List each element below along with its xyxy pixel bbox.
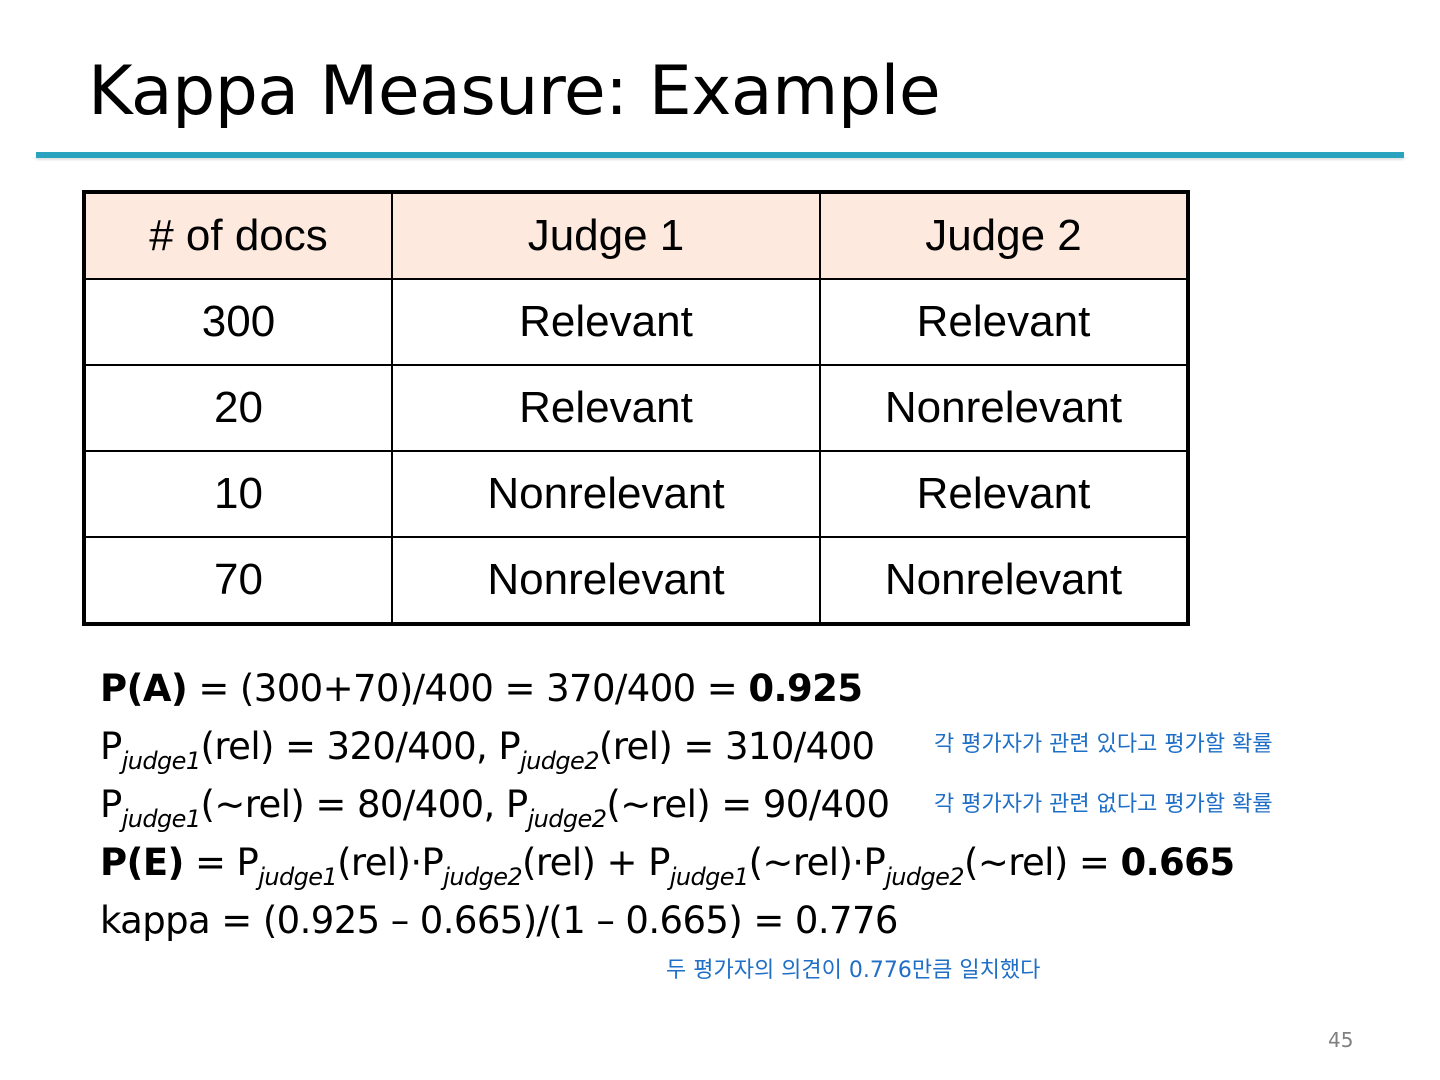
column-header-judge1: Judge 1: [391, 191, 821, 280]
pa-expression: = (300+70)/400 = 370/400 =: [187, 667, 749, 710]
pe-result: 0.665: [1120, 841, 1235, 884]
cell-judge2: Nonrelevant: [819, 536, 1189, 625]
page-number: 45: [1328, 1028, 1354, 1052]
column-header-judge2: Judge 2: [819, 191, 1189, 280]
formula-pe: P(E) = Pjudge1(rel)·Pjudge2(rel) + Pjudg…: [100, 834, 1235, 892]
annotation-agreement: 두 평가자의 의견이 0.776만큼 일치했다: [666, 958, 1041, 983]
judge2-subscript: judge2: [443, 863, 523, 891]
cell-doc-count: 300: [83, 278, 393, 366]
judge1-subscript: judge1: [121, 747, 201, 775]
table-row: 20 Relevant Nonrelevant: [83, 364, 1189, 452]
cell-judge2: Relevant: [819, 278, 1189, 366]
table-row: 10 Nonrelevant Relevant: [83, 450, 1189, 538]
p-symbol: P: [498, 725, 521, 768]
pe-term: (~rel)·P: [748, 841, 886, 884]
cell-judge1: Relevant: [391, 278, 821, 366]
cell-judge1: Nonrelevant: [391, 536, 821, 625]
p-symbol: P: [100, 725, 122, 768]
annotation-nonrelevant-probability: 각 평가자가 관련 없다고 평가할 확률: [934, 792, 1273, 817]
title-underline: [36, 152, 1404, 158]
pe-label: P(E): [100, 841, 184, 884]
p-rel-judge1-value: (rel) = 320/400,: [200, 725, 499, 768]
pe-term: (~rel) =: [963, 841, 1121, 884]
p-symbol: P: [505, 783, 528, 826]
column-header-docs: # of docs: [83, 191, 393, 280]
pe-term: (rel)·P: [337, 841, 444, 884]
formula-p-rel: Pjudge1(rel) = 320/400, Pjudge2(rel) = 3…: [100, 718, 1234, 776]
judge2-subscript: judge2: [520, 747, 599, 775]
table-row: 70 Nonrelevant Nonrelevant: [83, 536, 1189, 625]
slide-title: Kappa Measure: Example: [88, 52, 941, 131]
judgment-table: # of docs Judge 1 Judge 2 300 Relevant R…: [82, 190, 1190, 626]
pe-term: = P: [183, 841, 259, 884]
judge2-subscript: judge2: [527, 805, 607, 833]
p-notrel-judge2-value: (~rel) = 90/400: [606, 783, 890, 826]
judge2-subscript: judge2: [885, 863, 964, 891]
annotation-relevant-probability: 각 평가자가 관련 있다고 평가할 확률: [934, 732, 1273, 757]
p-notrel-judge1-value: (~rel) = 80/400,: [200, 783, 506, 826]
judge1-subscript: judge1: [258, 863, 338, 891]
formula-block: P(A) = (300+70)/400 = 370/400 = 0.925 Pj…: [100, 660, 1235, 950]
cell-judge1: Nonrelevant: [391, 450, 821, 538]
cell-judge2: Nonrelevant: [819, 364, 1189, 452]
pa-result: 0.925: [748, 667, 863, 710]
formula-pa: P(A) = (300+70)/400 = 370/400 = 0.925: [100, 660, 1234, 718]
pe-term: (rel) + P: [522, 841, 670, 884]
p-symbol: P: [100, 783, 122, 826]
formula-kappa: kappa = (0.925 – 0.665)/(1 – 0.665) = 0.…: [100, 899, 898, 942]
cell-judge2: Relevant: [819, 450, 1189, 538]
formula-p-notrel: Pjudge1(~rel) = 80/400, Pjudge2(~rel) = …: [100, 776, 1234, 834]
cell-doc-count: 10: [83, 450, 393, 538]
pa-label: P(A): [100, 667, 188, 710]
cell-doc-count: 20: [83, 364, 393, 452]
table-header-row: # of docs Judge 1 Judge 2: [83, 191, 1189, 280]
judge1-subscript: judge1: [121, 805, 201, 833]
table-row: 300 Relevant Relevant: [83, 278, 1189, 366]
judge1-subscript: judge1: [669, 863, 749, 891]
cell-judge1: Relevant: [391, 364, 821, 452]
p-rel-judge2-value: (rel) = 310/400: [598, 725, 875, 768]
cell-doc-count: 70: [83, 536, 393, 625]
